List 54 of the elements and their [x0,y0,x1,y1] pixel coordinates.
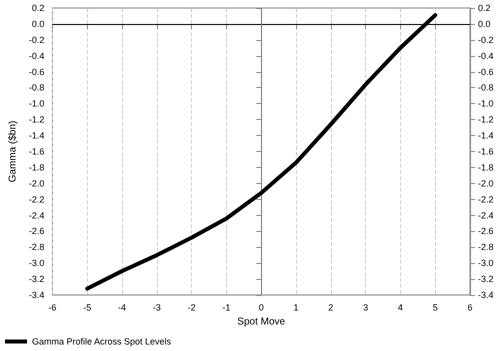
y2-tick-label: -1.4 [478,130,494,141]
y-tick-label: -1.6 [28,146,44,156]
legend-label: Gamma Profile Across Spot Levels [32,336,172,346]
y-tick-label: 0.2 [32,3,44,13]
x-tick-label: 1 [293,302,299,312]
y2-tick-label: 0.2 [478,3,491,13]
y-tick-label: -1.0 [28,98,44,109]
y2-tick-label: -2.8 [478,242,494,252]
y2-tick-label: -2.4 [478,210,494,220]
y2-tick-label: -1.2 [478,114,494,125]
y-tick-label: 0.0 [32,18,44,29]
y-tick-label: -3.2 [28,274,44,284]
y2-tick-label: -1.0 [478,98,494,109]
y-tick-label: -3.4 [28,290,44,300]
y2-tick-label: -2.2 [478,194,494,204]
y-tick-label: -2.0 [28,178,44,188]
y-tick-label: -3.0 [28,258,44,268]
y2-tick-label: -0.8 [478,82,494,93]
x-tick-label: -6 [48,302,56,312]
y2-tick-label: 0.0 [478,18,491,29]
x-tick-label: -4 [118,302,126,312]
y2-tick-label: -1.8 [478,162,494,172]
y2-tick-label: -3.4 [478,290,494,300]
y-tick-label: -0.2 [28,34,44,45]
y2-tick-label: -2.6 [478,226,494,236]
y-tick-label: -2.8 [28,242,44,252]
y-tick-label: -1.2 [28,114,44,125]
y2-tick-label: -3.2 [478,274,494,284]
x-tick-label: -2 [188,302,196,312]
y2-tick-label: -0.6 [478,66,494,77]
y-tick-label: -1.8 [28,162,44,172]
y2-tick-label: -0.4 [478,50,494,61]
y-tick-label: -0.6 [28,66,44,77]
y-axis-title: Gamma ($bn) [8,120,18,182]
x-tick-label: 2 [328,302,334,312]
x-tick-label: 4 [398,302,403,312]
y-tick-label: -1.4 [28,130,44,141]
x-tick-label: -3 [152,302,161,312]
y2-tick-label: -2.0 [478,178,494,188]
y-tick-label: -2.4 [28,210,44,220]
y2-tick-label: -0.2 [478,34,494,45]
x-tick-label: 0 [258,302,264,312]
y-tick-label: -2.2 [28,194,44,204]
y-tick-label: -0.8 [28,82,44,93]
y2-tick-label: -3.0 [478,258,494,268]
y2-tick-label: -1.6 [478,146,494,156]
x-tick-label: -1 [222,302,230,312]
x-tick-label: 5 [432,302,438,312]
y-tick-label: -2.6 [28,226,44,236]
x-tick-label: 6 [467,302,473,312]
x-tick-label: -5 [83,302,92,312]
x-tick-label: 3 [363,302,368,312]
y-tick-label: -0.4 [28,50,44,61]
x-axis-title: Spot Move [237,316,286,328]
